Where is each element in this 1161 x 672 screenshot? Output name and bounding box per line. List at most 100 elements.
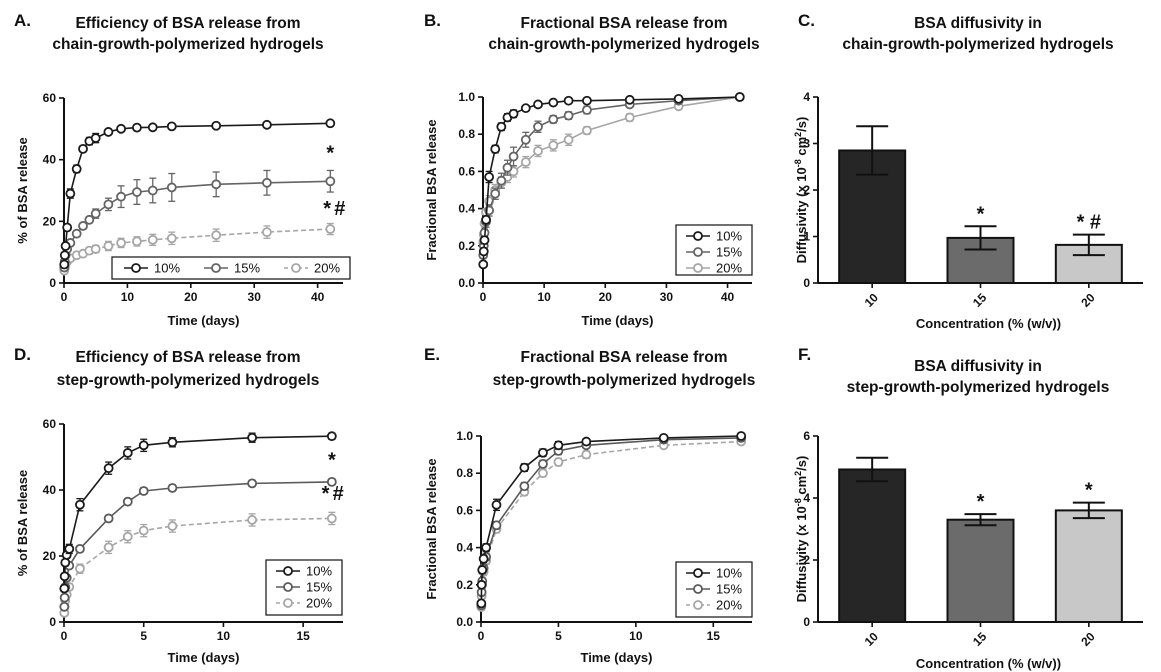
data-point bbox=[549, 99, 557, 107]
significance-marker: * bbox=[326, 143, 334, 165]
data-point bbox=[133, 237, 141, 245]
significance-marker: * bbox=[977, 203, 985, 225]
y-tick-label: 0.0 bbox=[458, 276, 475, 290]
y-axis-label-part: cm bbox=[794, 476, 809, 498]
y-axis-label-part: cm bbox=[794, 137, 809, 159]
data-point bbox=[554, 441, 562, 449]
data-point bbox=[248, 479, 256, 487]
significance-marker: * bbox=[1085, 480, 1093, 502]
x-tick-label: 15 bbox=[970, 629, 990, 649]
legend-marker-15% bbox=[694, 585, 702, 593]
data-point bbox=[60, 603, 68, 611]
chart-title: BSA diffusivity in bbox=[914, 15, 1042, 32]
data-point bbox=[497, 177, 505, 185]
data-point bbox=[61, 559, 69, 567]
data-point bbox=[105, 464, 113, 472]
data-point bbox=[510, 153, 518, 161]
y-tick-label: 0 bbox=[803, 615, 810, 629]
panel-label: F. bbox=[798, 345, 811, 364]
data-point bbox=[565, 97, 573, 105]
data-point bbox=[149, 123, 157, 131]
y-tick-label: 60 bbox=[43, 91, 57, 105]
chart-subtitle: step-growth-polymerized hydrogels bbox=[57, 372, 320, 389]
x-tick-label: 20 bbox=[599, 290, 613, 304]
data-point bbox=[61, 251, 69, 259]
y-axis-label: Fractional BSA release bbox=[424, 119, 439, 260]
legend: 10%15%20% bbox=[676, 562, 752, 617]
data-point bbox=[105, 543, 113, 551]
legend-marker-15% bbox=[212, 264, 220, 272]
data-point bbox=[212, 180, 220, 188]
legend-marker-10% bbox=[284, 567, 292, 575]
data-point bbox=[248, 516, 256, 524]
data-point bbox=[79, 145, 87, 153]
y-tick-label: 0 bbox=[49, 276, 56, 290]
data-point bbox=[522, 158, 530, 166]
data-point bbox=[63, 224, 71, 232]
x-tick-label: 15 bbox=[296, 629, 310, 643]
significance-marker: * bbox=[328, 450, 336, 472]
x-tick-label: 10 bbox=[862, 290, 882, 310]
y-axis-label-part: Diffusivity (x 10 bbox=[794, 506, 809, 602]
x-axis-label: Concentration (% (w/v)) bbox=[916, 316, 1061, 331]
y-tick-label: 0.0 bbox=[456, 615, 473, 629]
chart-panel-b: 0.00.20.40.60.81.00 10 20 30 40Time (days)Fr… bbox=[424, 90, 752, 328]
data-point bbox=[104, 128, 112, 136]
bar-20 bbox=[1056, 510, 1122, 622]
y-tick-label: 20 bbox=[43, 214, 57, 228]
chart-subtitle: chain-growth-polymerized hydrogels bbox=[842, 36, 1113, 53]
x-tick-label: 10 bbox=[537, 290, 551, 304]
panel-label: B. bbox=[424, 11, 441, 30]
significance-marker: * bbox=[322, 483, 330, 505]
data-point bbox=[105, 514, 113, 522]
legend-marker-10% bbox=[694, 232, 702, 240]
data-point bbox=[481, 236, 489, 244]
legend-marker-10% bbox=[132, 264, 140, 272]
data-point bbox=[60, 584, 68, 592]
x-tick-label: 10 bbox=[862, 629, 882, 649]
y-tick-label: 4 bbox=[803, 90, 810, 104]
legend-label-15%: 15% bbox=[306, 580, 332, 595]
x-tick-label: 15 bbox=[707, 629, 721, 643]
data-point bbox=[168, 183, 176, 191]
data-point bbox=[539, 460, 547, 468]
data-point bbox=[168, 484, 176, 492]
x-tick-label: 5 bbox=[555, 629, 562, 643]
x-axis-label: Time (days) bbox=[581, 313, 653, 328]
data-point bbox=[124, 533, 132, 541]
x-tick-label: 10 bbox=[121, 290, 135, 304]
x-tick-label: 10 bbox=[217, 629, 231, 643]
data-point bbox=[133, 124, 141, 132]
data-point bbox=[326, 177, 334, 185]
bar-10 bbox=[839, 469, 905, 622]
data-point bbox=[124, 498, 132, 506]
data-point bbox=[522, 136, 530, 144]
data-point bbox=[60, 261, 68, 269]
legend-marker-20% bbox=[694, 264, 702, 272]
data-point bbox=[477, 599, 485, 607]
y-axis-label: % of BSA release bbox=[15, 137, 30, 243]
series-line-15% bbox=[64, 181, 330, 267]
data-point bbox=[326, 119, 334, 127]
legend-marker-15% bbox=[284, 583, 292, 591]
x-axis-label: Time (days) bbox=[167, 650, 239, 665]
significance-marker: * # bbox=[1077, 212, 1101, 234]
data-point bbox=[140, 441, 148, 449]
data-point bbox=[65, 545, 73, 553]
y-tick-label: 0.2 bbox=[456, 578, 473, 592]
data-point bbox=[565, 136, 573, 144]
data-point bbox=[510, 110, 518, 118]
data-point bbox=[534, 123, 542, 131]
data-point bbox=[565, 112, 573, 120]
data-point bbox=[480, 555, 488, 563]
y-axis-label: Diffusivity (x 10-8 cm2/s) bbox=[793, 456, 809, 603]
data-point bbox=[104, 200, 112, 208]
data-point bbox=[92, 134, 100, 142]
y-tick-label: 0.6 bbox=[456, 503, 473, 517]
data-point bbox=[482, 216, 490, 224]
data-point bbox=[328, 514, 336, 522]
chart-title: Efficiency of BSA release from bbox=[75, 15, 300, 32]
data-point bbox=[133, 188, 141, 196]
legend-marker-20% bbox=[284, 599, 292, 607]
data-point bbox=[117, 239, 125, 247]
